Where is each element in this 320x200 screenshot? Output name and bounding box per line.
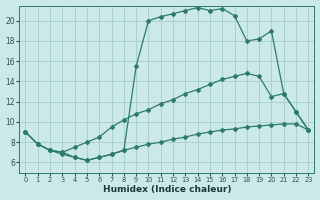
- X-axis label: Humidex (Indice chaleur): Humidex (Indice chaleur): [103, 185, 231, 194]
